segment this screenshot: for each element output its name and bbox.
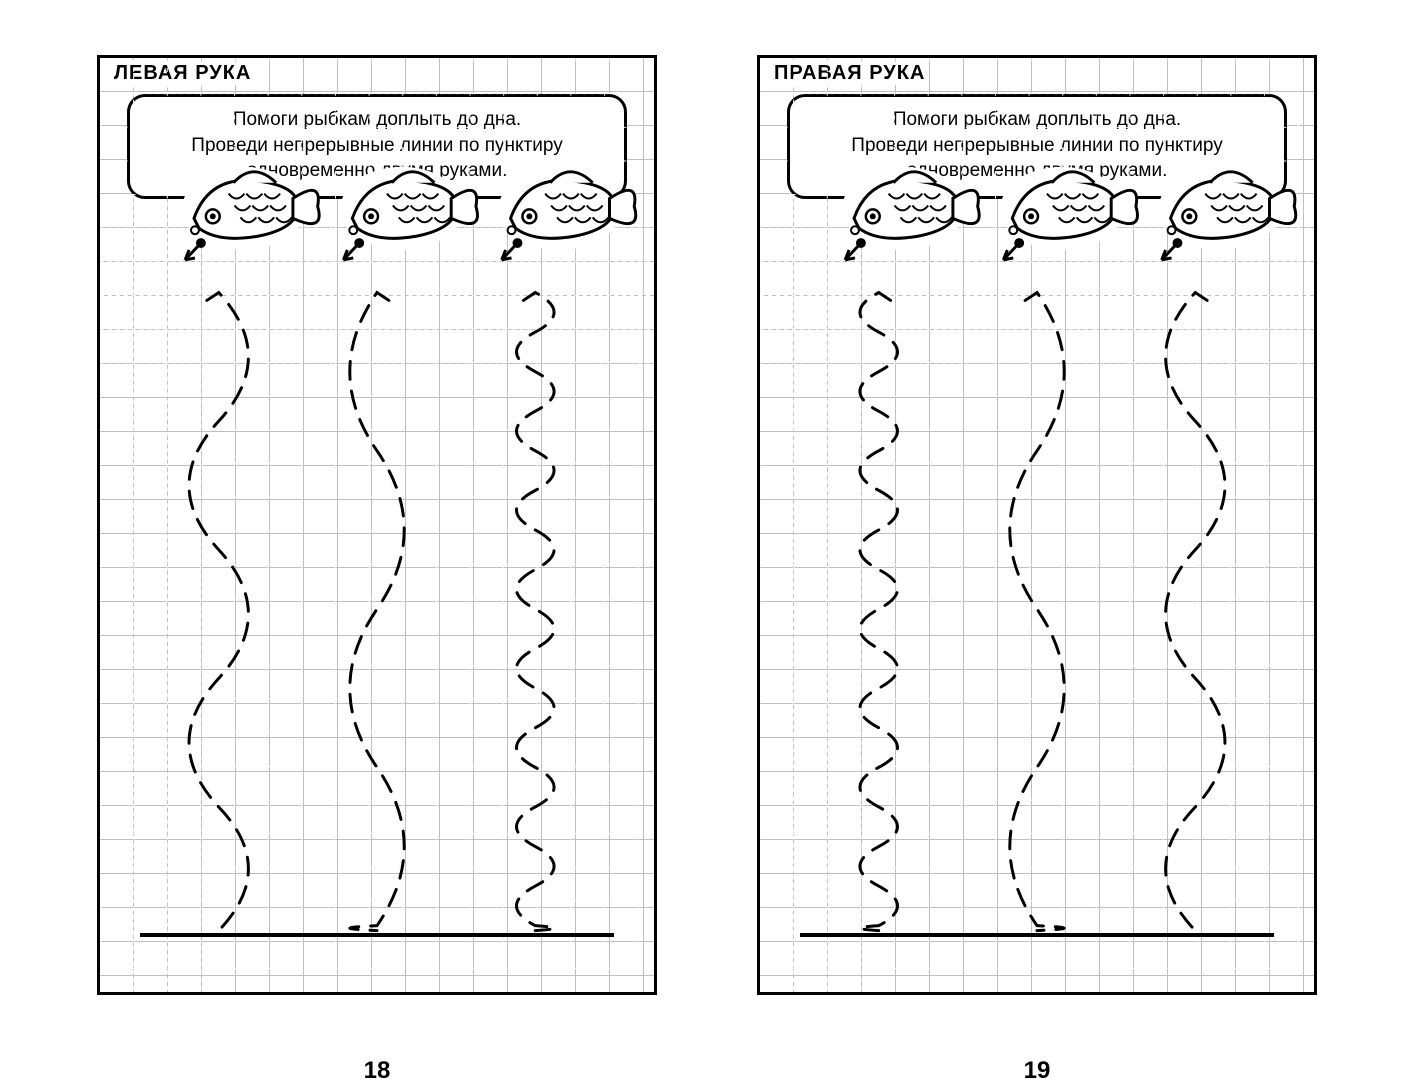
ground-line: [140, 933, 614, 937]
tracing-path: [350, 293, 404, 931]
fish-icon: [182, 167, 319, 260]
fish-icon: [499, 167, 636, 260]
ground-line: [800, 933, 1274, 937]
tracing-path: [516, 293, 554, 931]
tracing-svg-right: [760, 58, 1314, 992]
page-number-right: 19: [757, 1057, 1317, 1085]
tracing-path: [1010, 293, 1064, 931]
tracing-path: [189, 293, 248, 931]
fish-icon: [340, 167, 477, 260]
tracing-path: [860, 293, 898, 931]
tracing-svg-left: [100, 58, 654, 992]
page-number-left: 18: [97, 1057, 657, 1085]
left-page: ЛЕВАЯ РУКА Помоги рыбкам доплыть до дна.…: [97, 55, 657, 995]
right-page: ПРАВАЯ РУКА Помоги рыбкам доплыть до дна…: [757, 55, 1317, 995]
fish-icon: [1159, 167, 1296, 260]
fish-icon: [1000, 167, 1137, 260]
fish-icon: [842, 167, 979, 260]
tracing-path: [1166, 293, 1225, 931]
